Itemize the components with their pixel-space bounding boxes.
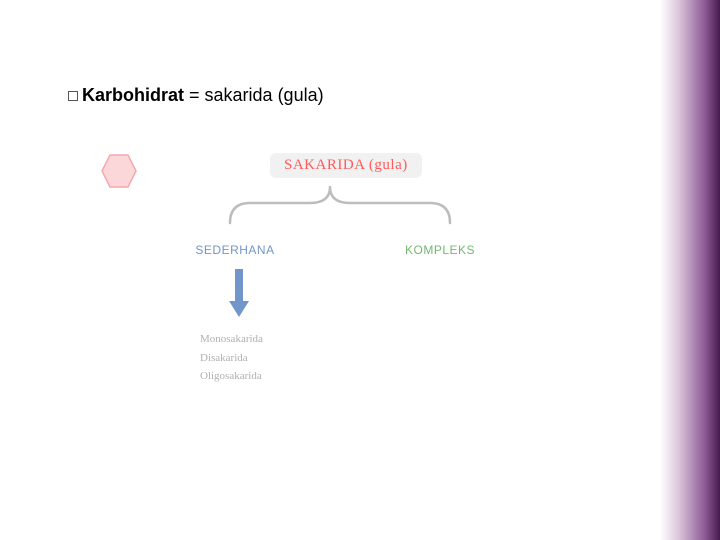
diagram-title-text: SAKARIDA (gula) [284,157,408,173]
sakarida-diagram: SAKARIDA (gula) SEDERHANA KOMPLEKS Monos… [80,145,520,425]
sub-item-list: Monosakarida Disakarida Oligosakarida [200,330,263,386]
bullet-square-icon [68,91,78,101]
branch-sederhana: SEDERHANA [175,241,295,259]
diagram-title-badge: SAKARIDA (gula) [270,153,422,178]
branch-kompleks: KOMPLEKS [380,241,500,259]
hexagon-icon [100,153,138,194]
branch-left-label: SEDERHANA [195,243,274,257]
heading-bold: Karbohidrat [82,85,184,105]
sub-item: Oligosakarida [200,367,263,386]
sub-item: Monosakarida [200,330,263,349]
arrow-down-icon [227,267,251,324]
branch-right-label: KOMPLEKS [405,243,475,257]
slide-heading: Karbohidrat = sakarida (gula) [68,85,324,106]
sub-item: Disakarida [200,349,263,368]
heading-rest: = sakarida (gula) [184,85,324,105]
side-gradient-decoration [660,0,720,540]
curly-bracket-icon [170,183,490,242]
